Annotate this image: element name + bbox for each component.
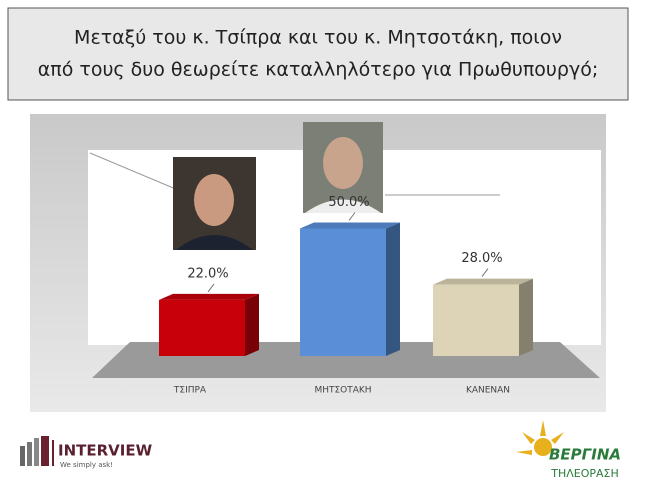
x-tick-label: ΚΑΝΕΝΑΝ [466, 386, 510, 396]
bar [159, 299, 245, 356]
logo-text: ΒΕΡΓΙΝΑ [549, 446, 621, 464]
value-label: 22.0% [187, 266, 228, 281]
photo [303, 122, 383, 213]
logo-subtext: ΤΗΛΕΟΡΑΣΗ [550, 467, 619, 480]
bar-side [245, 293, 259, 356]
bar-top [433, 278, 533, 285]
logo-slogan: We simply ask! [60, 461, 113, 469]
bar-side [386, 222, 400, 356]
x-tick-label: ΤΣΙΠΡΑ [173, 386, 207, 396]
label-leader [348, 212, 356, 221]
chart-title: Μεταξύ του κ. Τσίπρα και του κ. Μητσοτάκ… [74, 27, 562, 49]
title-box [7, 7, 629, 101]
logo-text: INTERVIEW [58, 442, 153, 460]
bar [300, 228, 386, 356]
logo [516, 420, 564, 456]
value-label: 50.0% [328, 195, 369, 210]
photo [173, 157, 256, 250]
label-leader [481, 268, 489, 277]
value-label: 28.0% [461, 251, 502, 266]
bar-chart: 22.0% ΤΣΙΠΡΑ 50.0% ΜΗΤΣΟΤΑΚΗ 28.0% ΚΑΝΕΝΑΝ [159, 195, 533, 396]
bar [433, 284, 519, 356]
label-leader [207, 283, 215, 293]
bar-side [519, 278, 533, 356]
bar-top [159, 293, 259, 300]
x-tick-label: ΜΗΤΣΟΤΑΚΗ [314, 386, 371, 396]
logo [20, 436, 54, 466]
chart-title: από τους δυο θεωρείτε καταλληλότερο για … [38, 59, 599, 81]
bar-top [300, 222, 400, 229]
